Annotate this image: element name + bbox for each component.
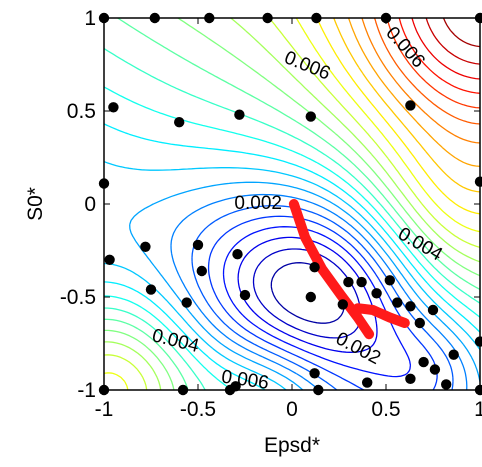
contour-level — [104, 160, 480, 390]
contour-level — [222, 226, 412, 378]
sample-point — [343, 276, 354, 288]
sample-point — [392, 297, 403, 308]
sample-point — [145, 284, 157, 295]
sample-point — [309, 262, 320, 273]
sample-point — [405, 301, 416, 312]
contour-level — [316, 18, 480, 215]
contour-level — [373, 18, 480, 125]
contour-label: 0.002 — [234, 193, 282, 214]
contour-level — [104, 18, 480, 390]
highlight-path — [288, 199, 375, 340]
contour-lines — [104, 18, 480, 390]
sample-point — [104, 254, 115, 265]
y-tick-label: 0 — [84, 193, 96, 216]
y-axis-label: S0* — [24, 187, 47, 221]
y-tick-label: -1 — [77, 379, 96, 402]
sample-point — [337, 299, 348, 310]
sample-point — [414, 317, 425, 329]
sample-point — [427, 304, 439, 316]
contour-level — [104, 123, 480, 390]
sample-points — [98, 12, 482, 396]
contour-level — [104, 18, 480, 390]
contour-level — [104, 18, 480, 390]
contour-level — [104, 48, 480, 390]
y-tick-label: 1 — [84, 7, 96, 30]
contour-level — [237, 236, 378, 353]
highlight-trajectory — [288, 199, 410, 340]
x-tick-label: -0.5 — [180, 398, 216, 421]
sample-point — [474, 176, 482, 187]
y-tick-label: -0.5 — [60, 286, 96, 309]
contour-level — [398, 18, 480, 94]
contour-label: 0.006 — [381, 23, 428, 72]
y-tick-label: 0.5 — [67, 100, 96, 123]
contour-level — [207, 215, 438, 390]
sample-point — [305, 111, 316, 122]
x-tick-label: 1 — [474, 398, 482, 421]
sample-point — [108, 102, 119, 113]
contour-level — [347, 18, 480, 168]
contour-level — [425, 18, 480, 65]
contour-level — [442, 18, 480, 48]
contour-label: 0.006 — [281, 47, 333, 84]
highlight-branch — [352, 303, 410, 328]
x-tick-label: 0.5 — [371, 398, 400, 421]
sample-point — [230, 381, 241, 392]
contour-level — [361, 18, 480, 144]
sample-point — [384, 275, 395, 286]
sample-point — [474, 336, 482, 347]
sample-point — [405, 100, 416, 111]
sample-point — [181, 297, 192, 308]
sample-point — [232, 249, 243, 260]
contour-level — [411, 18, 480, 80]
sample-point — [239, 289, 251, 301]
sample-point — [441, 379, 452, 390]
sample-point — [429, 364, 441, 375]
contour-level — [386, 18, 480, 109]
sample-point — [234, 109, 245, 120]
sample-point — [405, 373, 416, 384]
sample-point — [448, 349, 459, 360]
x-axis-label: Epsd* — [264, 434, 320, 457]
contour-level — [333, 18, 480, 193]
sample-point — [309, 368, 320, 379]
sample-point — [140, 241, 151, 252]
sample-point — [418, 356, 429, 368]
sample-point — [305, 291, 316, 303]
sample-point — [192, 239, 204, 251]
sample-point — [174, 117, 185, 128]
x-tick-label: -1 — [95, 398, 114, 421]
sample-point — [356, 276, 367, 288]
sample-point — [371, 288, 382, 299]
contour-label: 0.002 — [332, 328, 384, 369]
contour-level — [252, 248, 362, 339]
sample-point — [196, 265, 207, 277]
axis-ticks: -1 -0.5 0 0.5 1 -1 -0.5 0 0.5 1 — [60, 7, 482, 421]
sample-point — [362, 377, 373, 388]
x-tick-label: 0 — [286, 398, 298, 421]
